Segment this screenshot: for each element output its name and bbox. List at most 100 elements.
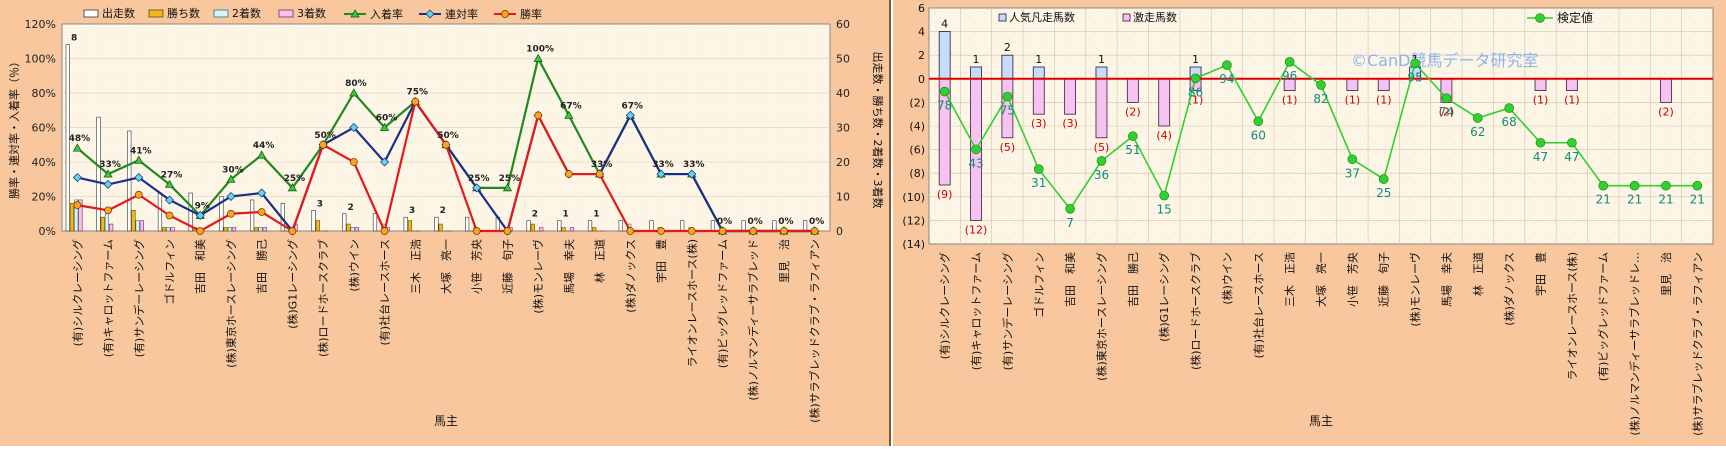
bar bbox=[136, 221, 140, 231]
bar bbox=[97, 117, 101, 231]
x-category-label: (有)シルクレーシング bbox=[70, 239, 84, 346]
bar bbox=[171, 228, 175, 231]
y-tick-label: 100% bbox=[25, 53, 56, 66]
test-value-label: 74 bbox=[1439, 105, 1454, 119]
legend-swatch bbox=[1123, 14, 1130, 21]
bar-upset bbox=[971, 67, 982, 79]
y-tick-label: (6) bbox=[909, 144, 925, 157]
test-value-label: 60 bbox=[1251, 128, 1266, 142]
bar-data-label: 2 bbox=[440, 206, 446, 216]
bar bbox=[250, 200, 254, 231]
test-value-label: 86 bbox=[1188, 85, 1203, 99]
neg-data-label: (4) bbox=[1156, 129, 1172, 142]
bar bbox=[439, 224, 443, 231]
x-category-label: (株)ノルマンディーサラブレッドレ… bbox=[1628, 252, 1642, 436]
test-value-point bbox=[1222, 61, 1231, 70]
test-value-point bbox=[1505, 104, 1514, 113]
test-value-point bbox=[940, 87, 949, 96]
test-value-point bbox=[1567, 138, 1576, 147]
x-category-label: (株)ダノックス bbox=[1502, 252, 1516, 326]
x-axis-title: 馬主 bbox=[1309, 414, 1333, 428]
x-category-label: 近藤 旬子 bbox=[1378, 252, 1391, 307]
test-value-point bbox=[1034, 165, 1043, 174]
test-value-label: 21 bbox=[1658, 193, 1673, 207]
y-tick-label: (8) bbox=[909, 167, 925, 180]
bar-upset bbox=[1033, 67, 1044, 79]
bar-data-label: 1 bbox=[593, 210, 599, 220]
bar-data-label: 8 bbox=[71, 34, 77, 44]
bar bbox=[408, 221, 412, 231]
test-value-label: 43 bbox=[968, 156, 983, 170]
bar bbox=[140, 221, 144, 231]
legend-label: 出走数 bbox=[102, 6, 135, 20]
x-category-label: (株)ウイン bbox=[347, 239, 361, 292]
x-category-label: (株)東京ホースレーシング bbox=[1094, 252, 1108, 381]
bar bbox=[803, 221, 807, 231]
bar bbox=[167, 228, 171, 231]
x-category-label: (株)サラブレッドクラブ・ラフィアン bbox=[808, 239, 822, 423]
y-tick-label: 40% bbox=[32, 156, 56, 169]
point-data-label: 0% bbox=[778, 217, 793, 227]
bar bbox=[228, 228, 232, 231]
x-category-label: (株)ロードホースクラブ bbox=[316, 239, 330, 357]
x-category-label: 小笹 芳央 bbox=[470, 239, 484, 294]
test-value-point bbox=[972, 145, 981, 154]
point-data-label: 50% bbox=[314, 131, 336, 141]
bar-popular-loser bbox=[1033, 79, 1044, 114]
bar bbox=[109, 224, 113, 231]
bar bbox=[255, 228, 259, 231]
bar bbox=[70, 203, 74, 231]
neg-data-label: (5) bbox=[1094, 141, 1110, 154]
x-category-label: (株)モンレーヴ bbox=[1408, 252, 1422, 327]
win-rate-point bbox=[105, 207, 112, 214]
test-value-point bbox=[1473, 113, 1482, 122]
bar-data-label: 1 bbox=[563, 210, 569, 220]
test-value-label: 47 bbox=[1564, 150, 1579, 164]
y-tick-label: 120% bbox=[25, 18, 56, 31]
bar bbox=[259, 228, 263, 231]
x-category-label: (有)キャロットファーム bbox=[969, 252, 983, 370]
point-data-label: 25% bbox=[284, 174, 306, 184]
win-rate-point bbox=[627, 228, 634, 235]
x-axis-title: 馬主 bbox=[434, 414, 458, 428]
bar bbox=[465, 217, 469, 231]
win-rate-point bbox=[658, 228, 665, 235]
bar bbox=[650, 221, 654, 231]
x-category-label: (有)キャロットファーム bbox=[101, 239, 115, 357]
win-rate-point bbox=[504, 228, 511, 235]
bar bbox=[342, 214, 346, 231]
x-category-label: (有)シルクレーシング bbox=[938, 252, 952, 359]
x-category-label: 馬場 幸夫 bbox=[563, 239, 576, 294]
neg-data-label: (1) bbox=[1345, 94, 1361, 107]
bar bbox=[562, 228, 566, 231]
pos-data-label: 4 bbox=[941, 18, 948, 31]
neg-data-label: (1) bbox=[1564, 94, 1580, 107]
x-category-label: ゴドルフィン bbox=[1032, 252, 1046, 318]
bar bbox=[373, 214, 377, 231]
test-value-label: 51 bbox=[1125, 143, 1140, 157]
test-value-label: 47 bbox=[1533, 150, 1548, 164]
legend-swatch bbox=[149, 10, 163, 17]
point-data-label: 50% bbox=[437, 131, 459, 141]
x-category-label: 小笹 芳央 bbox=[1345, 252, 1359, 307]
win-rate-point bbox=[258, 209, 265, 216]
x-category-label: (株)ロードホースクラブ bbox=[1189, 252, 1203, 370]
legend-swatch bbox=[214, 10, 228, 17]
win-rate-point bbox=[227, 210, 234, 217]
x-category-label: (有)ビッグレッドファーム bbox=[1596, 252, 1610, 381]
point-data-label: 33% bbox=[99, 160, 121, 170]
test-value-label: 68 bbox=[1502, 115, 1517, 129]
y-axis-title: 勝率・連対率・入着率（％） bbox=[7, 56, 21, 199]
watermark-text: ©CanD競馬データ研究室 bbox=[1351, 51, 1538, 70]
test-value-point bbox=[1442, 94, 1451, 103]
neg-data-label: (3) bbox=[1062, 117, 1078, 130]
test-value-point bbox=[1536, 138, 1545, 147]
point-data-label: 60% bbox=[376, 114, 398, 124]
y2-tick-label: 50 bbox=[836, 53, 850, 66]
y2-tick-label: 10 bbox=[836, 191, 850, 204]
point-data-label: 44% bbox=[253, 141, 275, 151]
win-rate-point bbox=[197, 228, 204, 235]
pos-data-label: 1 bbox=[1098, 53, 1105, 66]
test-value-point bbox=[1411, 59, 1420, 68]
